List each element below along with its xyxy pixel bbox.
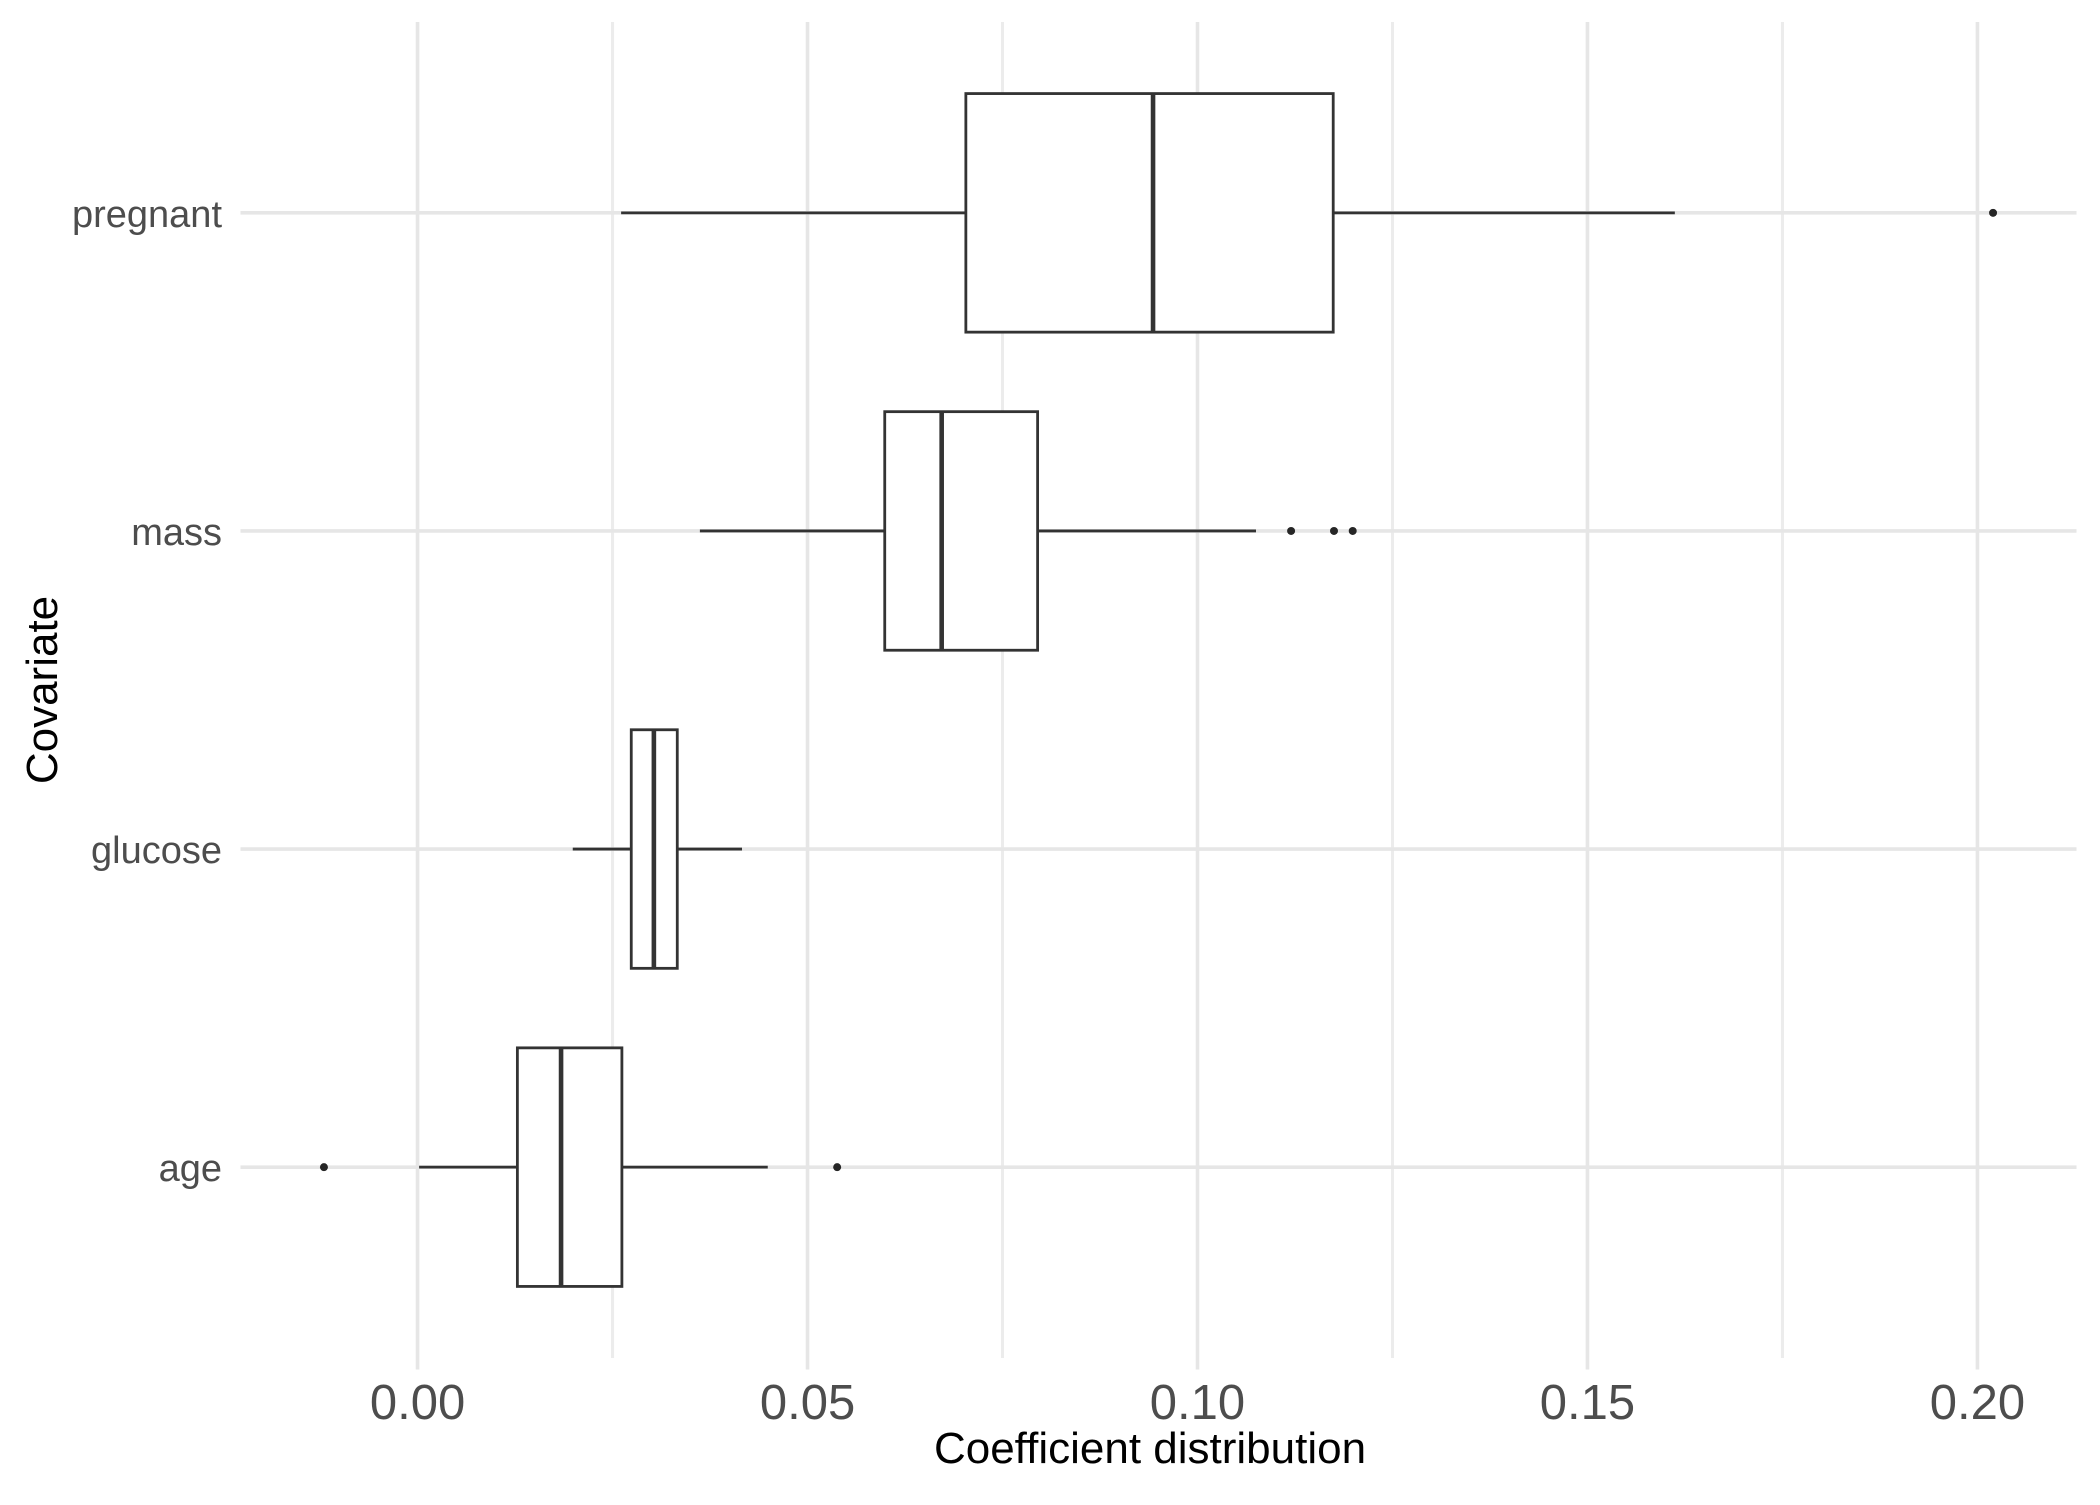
boxplot-pregnant: [621, 92, 1998, 334]
boxplots: [319, 92, 1998, 1288]
y-axis-title: Covariate: [18, 596, 67, 784]
outlier-point: [1287, 526, 1296, 535]
y-tick-label: pregnant: [72, 194, 222, 236]
outlier-point: [833, 1163, 842, 1172]
outlier-point: [1348, 526, 1357, 535]
x-tick-label: 0.15: [1540, 1376, 1635, 1430]
x-tick-labels: 0.00 0.05 0.10 0.15 0.20: [370, 1376, 2025, 1430]
y-tick-labels: pregnant mass glucose age: [72, 194, 222, 1190]
grid-major: [240, 22, 2077, 1370]
boxplot-mass: [699, 410, 1357, 652]
outlier-point: [319, 1163, 328, 1172]
boxplot-age: [319, 1046, 842, 1288]
iqr-box: [515, 1046, 624, 1288]
y-tick-label: age: [159, 1148, 222, 1190]
outlier-point: [1989, 208, 1998, 217]
y-tick-label: mass: [131, 512, 222, 554]
x-tick-label: 0.10: [1150, 1376, 1245, 1430]
y-tick-label: glucose: [91, 830, 222, 872]
iqr-box: [883, 410, 1040, 652]
iqr-box: [964, 92, 1335, 334]
x-tick-label: 0.20: [1930, 1376, 2025, 1430]
x-axis-title: Coefficient distribution: [934, 1424, 1366, 1473]
outlier-point: [1329, 526, 1338, 535]
boxplot-glucose: [572, 728, 743, 970]
x-tick-label: 0.00: [370, 1376, 465, 1430]
x-tick-label: 0.05: [760, 1376, 855, 1430]
